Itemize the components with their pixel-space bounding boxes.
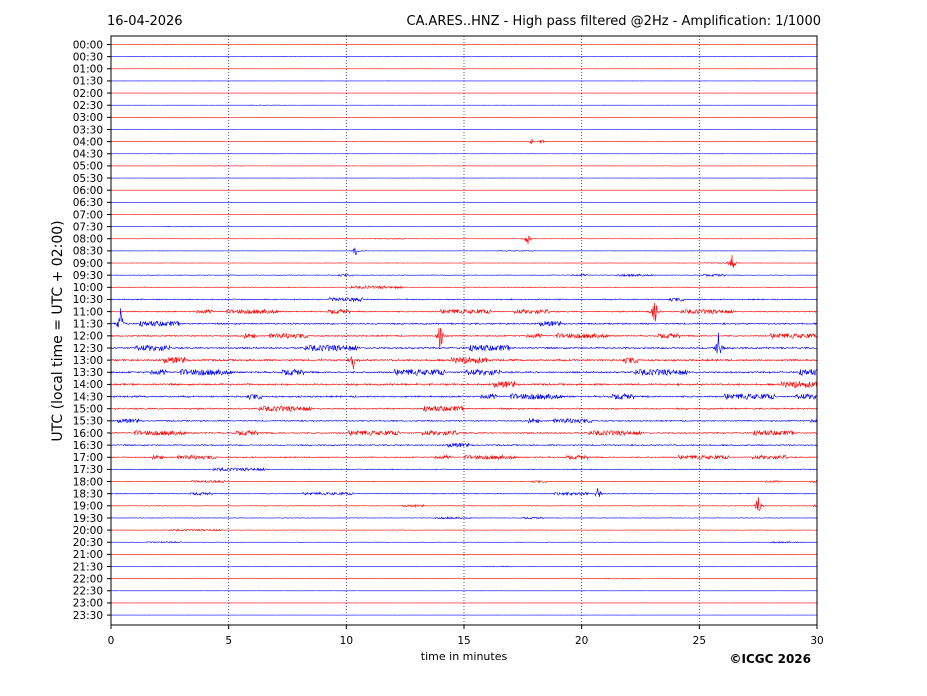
row-label: 08:00: [73, 234, 103, 246]
row-labels: 00:0000:3001:0001:3002:0002:3003:0003:30…: [73, 39, 111, 622]
row-label: 23:00: [73, 598, 103, 610]
x-tick-label: 30: [810, 635, 823, 647]
row-label: 07:30: [73, 221, 103, 233]
row-label: 15:30: [73, 416, 103, 428]
trace-0730: [110, 225, 818, 228]
row-label: 00:00: [73, 39, 103, 51]
trace-1130: [110, 308, 818, 328]
date-label: 16-04-2026: [107, 14, 183, 29]
row-label: 10:30: [73, 294, 103, 306]
row-label: 14:00: [73, 379, 103, 391]
row-label: 01:30: [73, 76, 103, 88]
row-label: 06:30: [73, 197, 103, 209]
row-label: 05:00: [73, 161, 103, 173]
row-label: 21:30: [73, 561, 103, 573]
row-label: 17:30: [73, 464, 103, 476]
row-label: 06:00: [73, 185, 103, 197]
row-label: 10:00: [73, 282, 103, 294]
row-label: 03:00: [73, 112, 103, 124]
row-label: 22:30: [73, 586, 103, 598]
x-tick-label: 25: [693, 635, 706, 647]
trace-1000: [110, 285, 818, 290]
row-label: 23:30: [73, 610, 103, 622]
x-axis-ticks: 0 5 10 15 20 25 30: [108, 625, 824, 647]
trace-0930: [110, 273, 818, 278]
trace-0830: [110, 247, 818, 256]
row-label: 09:30: [73, 270, 103, 282]
row-label: 04:00: [73, 136, 103, 148]
x-tick-label: 15: [457, 635, 470, 647]
x-tick-label: 0: [108, 635, 115, 647]
trace-0800: [110, 235, 818, 245]
row-label: 13:30: [73, 367, 103, 379]
vertical-gridlines: [228, 36, 700, 625]
trace-1030: [110, 297, 818, 303]
trace-1830: [110, 488, 818, 498]
row-label: 22:00: [73, 573, 103, 585]
trace-2200: [110, 577, 818, 580]
row-label: 19:30: [73, 513, 103, 525]
row-label: 08:30: [73, 246, 103, 258]
trace-2130: [110, 565, 818, 568]
row-label: 05:30: [73, 173, 103, 185]
trace-1630: [110, 442, 818, 448]
row-label: 18:00: [73, 476, 103, 488]
row-label: 15:00: [73, 404, 103, 416]
trace-1800: [110, 479, 818, 484]
row-label: 17:00: [73, 452, 103, 464]
y-axis-label: UTC (local time = UTC + 02:00): [50, 220, 66, 441]
row-label: 13:00: [73, 355, 103, 367]
row-label: 18:30: [73, 488, 103, 500]
row-label: 21:00: [73, 549, 103, 561]
row-label: 14:30: [73, 391, 103, 403]
row-label: 16:00: [73, 428, 103, 440]
row-label: 12:00: [73, 331, 103, 343]
trace-2000: [110, 528, 818, 532]
row-label: 02:30: [73, 100, 103, 112]
row-label: 01:00: [73, 64, 103, 76]
chart-title: CA.ARES..HNZ - High pass filtered @2Hz -…: [407, 14, 821, 29]
row-label: 12:30: [73, 343, 103, 355]
row-label: 19:00: [73, 501, 103, 513]
row-label: 20:30: [73, 537, 103, 549]
trace-0900: [110, 254, 818, 268]
seismic-traces: [110, 44, 818, 616]
row-label: 02:00: [73, 88, 103, 100]
x-tick-label: 5: [225, 635, 232, 647]
row-label: 00:30: [73, 51, 103, 63]
x-axis-label: time in minutes: [421, 650, 508, 663]
copyright-label: ©ICGC 2026: [729, 652, 811, 666]
row-label: 11:00: [73, 306, 103, 318]
row-label: 04:30: [73, 149, 103, 161]
row-label: 16:30: [73, 440, 103, 452]
row-label: 11:30: [73, 319, 103, 331]
row-label: 07:00: [73, 209, 103, 221]
trace-1930: [110, 516, 818, 520]
x-tick-label: 20: [575, 635, 588, 647]
trace-1700: [110, 454, 818, 461]
row-label: 20:00: [73, 525, 103, 537]
x-tick-label: 10: [340, 635, 353, 647]
row-label: 09:00: [73, 258, 103, 270]
trace-1900: [110, 497, 818, 512]
row-label: 03:30: [73, 124, 103, 136]
trace-2030: [110, 540, 818, 544]
